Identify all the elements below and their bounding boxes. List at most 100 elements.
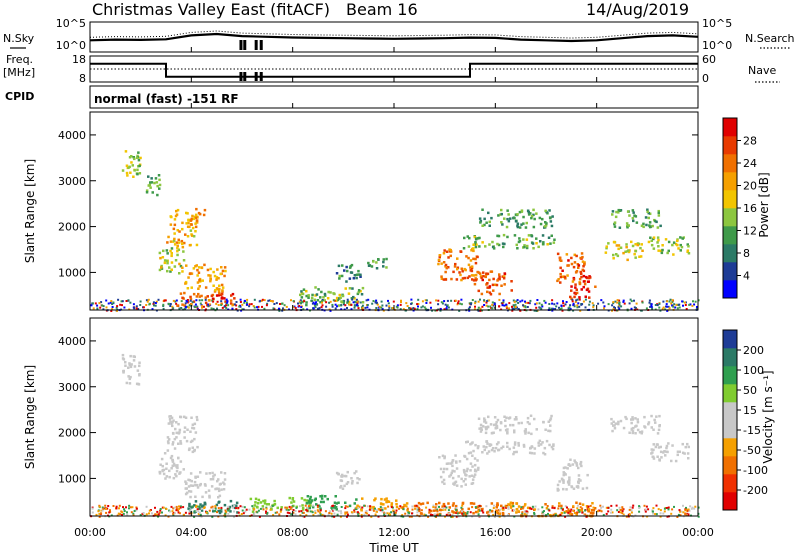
cell [439, 309, 442, 312]
cell [477, 237, 480, 240]
cell [335, 296, 339, 300]
cell [217, 277, 220, 280]
cell [160, 264, 163, 268]
cell [502, 245, 505, 249]
cell [184, 480, 187, 483]
cell [137, 308, 140, 310]
cell [169, 249, 172, 253]
cell [162, 305, 165, 307]
cell [436, 510, 439, 513]
cell [650, 426, 653, 429]
cell [567, 264, 570, 267]
cell [472, 257, 475, 261]
cell [648, 299, 651, 302]
cell [474, 510, 478, 514]
cell [185, 211, 188, 215]
cell [530, 451, 534, 455]
cell [317, 510, 320, 513]
cell [406, 507, 409, 510]
cell [269, 505, 272, 508]
cell [146, 300, 149, 303]
cell [240, 309, 243, 312]
nsky-label: N.Sky [3, 32, 35, 45]
cell [576, 304, 579, 307]
power-colorbar-swatch [723, 172, 737, 191]
cell [216, 307, 218, 310]
cell [169, 270, 172, 273]
cell [161, 511, 163, 514]
cell [411, 505, 414, 508]
cell [668, 307, 671, 310]
cell [314, 302, 317, 305]
cell [653, 219, 657, 223]
cell [351, 287, 354, 290]
cell [686, 249, 690, 252]
cell [195, 295, 199, 298]
cell [324, 495, 327, 498]
cell [544, 301, 547, 304]
cell [482, 445, 485, 448]
cell [102, 308, 105, 311]
cell [552, 444, 555, 447]
cell [431, 309, 434, 312]
cell [485, 221, 488, 224]
cell [305, 499, 309, 502]
cell [634, 243, 637, 246]
cell [559, 308, 562, 311]
cell [560, 477, 564, 481]
cell [467, 245, 471, 248]
cell [253, 504, 257, 507]
cell [181, 242, 184, 246]
cell [352, 301, 355, 304]
cell [575, 291, 579, 295]
cell [649, 305, 652, 308]
cell [256, 306, 258, 309]
cell [201, 495, 204, 499]
cell [536, 299, 539, 301]
cell [294, 509, 297, 512]
cell [618, 209, 622, 212]
cell [618, 304, 621, 306]
cell [612, 253, 615, 257]
cell [194, 222, 197, 225]
cell [463, 471, 466, 474]
cell [345, 482, 349, 486]
cell [173, 232, 176, 235]
cell [330, 512, 333, 515]
cell [356, 481, 359, 485]
cell [218, 292, 221, 295]
cell [388, 306, 391, 309]
cell [339, 296, 342, 299]
cell [486, 272, 490, 276]
cell [195, 243, 199, 247]
nsearch-line [89, 30, 699, 39]
cell [280, 508, 283, 511]
cell [200, 507, 203, 510]
cell [440, 262, 443, 265]
cell [306, 495, 310, 498]
cell [329, 300, 332, 303]
cell [189, 297, 193, 301]
cell [196, 486, 200, 489]
cell [201, 304, 204, 307]
cell [515, 418, 518, 421]
cell [370, 515, 373, 518]
cell [184, 511, 187, 514]
cell [157, 298, 160, 301]
cell [145, 505, 148, 508]
cell [177, 238, 180, 242]
cell [692, 300, 694, 303]
cell [610, 417, 613, 421]
cell [488, 443, 492, 446]
cell [352, 295, 355, 299]
cell [483, 448, 486, 452]
cell [195, 221, 199, 224]
cell [166, 449, 170, 452]
cell [184, 233, 187, 236]
cell [211, 505, 214, 508]
freq-gap-2 [254, 72, 258, 81]
cell [213, 274, 217, 278]
noise-series [89, 30, 699, 50]
cell [466, 511, 469, 514]
cell [627, 513, 630, 516]
